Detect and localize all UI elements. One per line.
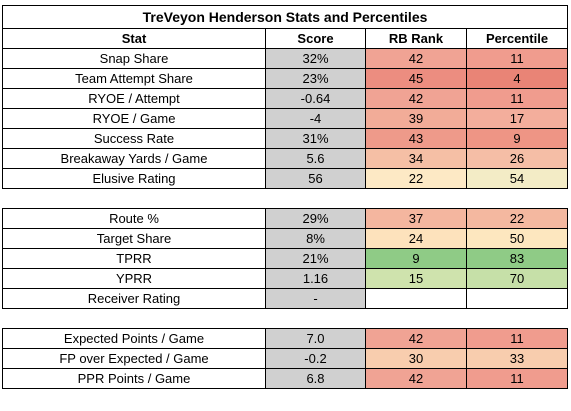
- rb-rank-cell[interactable]: 22: [365, 168, 467, 189]
- table-row: Snap Share 32% 42 11: [2, 48, 569, 69]
- score-cell[interactable]: 1.16: [265, 268, 366, 289]
- table-row: Target Share 8% 24 50: [2, 228, 569, 249]
- table-row: RYOE / Game -4 39 17: [2, 108, 569, 129]
- header-row: Stat Score RB Rank Percentile: [2, 28, 569, 49]
- percentile-cell[interactable]: 50: [465, 228, 569, 249]
- percentile-cell[interactable]: 83: [465, 248, 569, 269]
- percentile-cell[interactable]: 9: [465, 128, 569, 149]
- table-row: Success Rate 31% 43 9: [2, 128, 569, 149]
- score-cell[interactable]: 8%: [265, 228, 366, 249]
- table-row: Expected Points / Game 7.0 42 11: [2, 328, 569, 349]
- rb-rank-cell[interactable]: 24: [365, 228, 467, 249]
- score-cell[interactable]: 7.0: [265, 328, 366, 349]
- stat-cell[interactable]: TPRR: [2, 248, 266, 269]
- percentile-cell[interactable]: [465, 288, 569, 309]
- percentile-cell[interactable]: 17: [465, 108, 569, 129]
- score-cell[interactable]: -: [265, 288, 366, 309]
- stats-table-body: TreVeyon Henderson Stats and Percentiles…: [1, 5, 569, 389]
- stat-cell[interactable]: YPRR: [2, 268, 266, 289]
- score-cell[interactable]: -0.2: [265, 348, 366, 369]
- stat-cell[interactable]: RYOE / Attempt: [2, 88, 266, 109]
- score-cell[interactable]: 29%: [265, 208, 366, 229]
- rb-rank-cell[interactable]: 42: [365, 368, 467, 389]
- section-spacer: [2, 308, 568, 329]
- rb-rank-cell[interactable]: 9: [365, 248, 467, 269]
- table-row: Team Attempt Share 23% 45 4: [2, 68, 569, 89]
- stats-sheet: TreVeyon Henderson Stats and Percentiles…: [1, 5, 569, 389]
- percentile-cell[interactable]: 22: [465, 208, 569, 229]
- spacer-cell: [2, 188, 568, 209]
- stat-cell[interactable]: Target Share: [2, 228, 266, 249]
- percentile-cell[interactable]: 33: [465, 348, 569, 369]
- header-stat[interactable]: Stat: [2, 28, 266, 49]
- rb-rank-cell[interactable]: 45: [365, 68, 467, 89]
- stat-cell[interactable]: Team Attempt Share: [2, 68, 266, 89]
- score-cell[interactable]: -0.64: [265, 88, 366, 109]
- percentile-cell[interactable]: 70: [465, 268, 569, 289]
- stat-cell[interactable]: Route %: [2, 208, 266, 229]
- rb-rank-cell[interactable]: 42: [365, 48, 467, 69]
- score-cell[interactable]: 6.8: [265, 368, 366, 389]
- percentile-cell[interactable]: 4: [465, 68, 569, 89]
- stat-cell[interactable]: RYOE / Game: [2, 108, 266, 129]
- header-score[interactable]: Score: [265, 28, 366, 49]
- stat-cell[interactable]: Receiver Rating: [2, 288, 266, 309]
- rb-rank-cell[interactable]: 42: [365, 88, 467, 109]
- rb-rank-cell[interactable]: 43: [365, 128, 467, 149]
- percentile-cell[interactable]: 11: [465, 368, 569, 389]
- table-row: TPRR 21% 9 83: [2, 248, 569, 269]
- header-percentile[interactable]: Percentile: [465, 28, 569, 49]
- stat-cell[interactable]: PPR Points / Game: [2, 368, 266, 389]
- score-cell[interactable]: -4: [265, 108, 366, 129]
- sheet-title[interactable]: TreVeyon Henderson Stats and Percentiles: [1, 5, 569, 29]
- table-row: Elusive Rating 56 22 54: [2, 168, 569, 189]
- score-cell[interactable]: 23%: [265, 68, 366, 89]
- rb-rank-cell[interactable]: 30: [365, 348, 467, 369]
- score-cell[interactable]: 32%: [265, 48, 366, 69]
- rb-rank-cell[interactable]: 15: [365, 268, 467, 289]
- stat-cell[interactable]: Success Rate: [2, 128, 266, 149]
- table-row: Receiver Rating -: [2, 288, 569, 309]
- score-cell[interactable]: 21%: [265, 248, 366, 269]
- table-row: Breakaway Yards / Game 5.6 34 26: [2, 148, 569, 169]
- percentile-cell[interactable]: 11: [465, 328, 569, 349]
- header-rb-rank[interactable]: RB Rank: [365, 28, 467, 49]
- table-row: RYOE / Attempt -0.64 42 11: [2, 88, 569, 109]
- stat-cell[interactable]: Snap Share: [2, 48, 266, 69]
- rb-rank-cell[interactable]: 39: [365, 108, 467, 129]
- stat-cell[interactable]: Breakaway Yards / Game: [2, 148, 266, 169]
- spacer-cell: [2, 308, 568, 329]
- table-row: YPRR 1.16 15 70: [2, 268, 569, 289]
- table-row: PPR Points / Game 6.8 42 11: [2, 368, 569, 389]
- score-cell[interactable]: 56: [265, 168, 366, 189]
- table-row: FP over Expected / Game -0.2 30 33: [2, 348, 569, 369]
- score-cell[interactable]: 5.6: [265, 148, 366, 169]
- section-spacer: [2, 188, 568, 209]
- rb-rank-cell[interactable]: [365, 288, 467, 309]
- rb-rank-cell[interactable]: 37: [365, 208, 467, 229]
- percentile-cell[interactable]: 11: [465, 88, 569, 109]
- percentile-cell[interactable]: 11: [465, 48, 569, 69]
- percentile-cell[interactable]: 26: [465, 148, 569, 169]
- percentile-cell[interactable]: 54: [465, 168, 569, 189]
- rb-rank-cell[interactable]: 42: [365, 328, 467, 349]
- stat-cell[interactable]: FP over Expected / Game: [2, 348, 266, 369]
- stat-cell[interactable]: Elusive Rating: [2, 168, 266, 189]
- rb-rank-cell[interactable]: 34: [365, 148, 467, 169]
- table-row: Route % 29% 37 22: [2, 208, 569, 229]
- title-row: TreVeyon Henderson Stats and Percentiles: [1, 5, 569, 29]
- stat-cell[interactable]: Expected Points / Game: [2, 328, 266, 349]
- score-cell[interactable]: 31%: [265, 128, 366, 149]
- stats-table: TreVeyon Henderson Stats and Percentiles…: [1, 5, 569, 389]
